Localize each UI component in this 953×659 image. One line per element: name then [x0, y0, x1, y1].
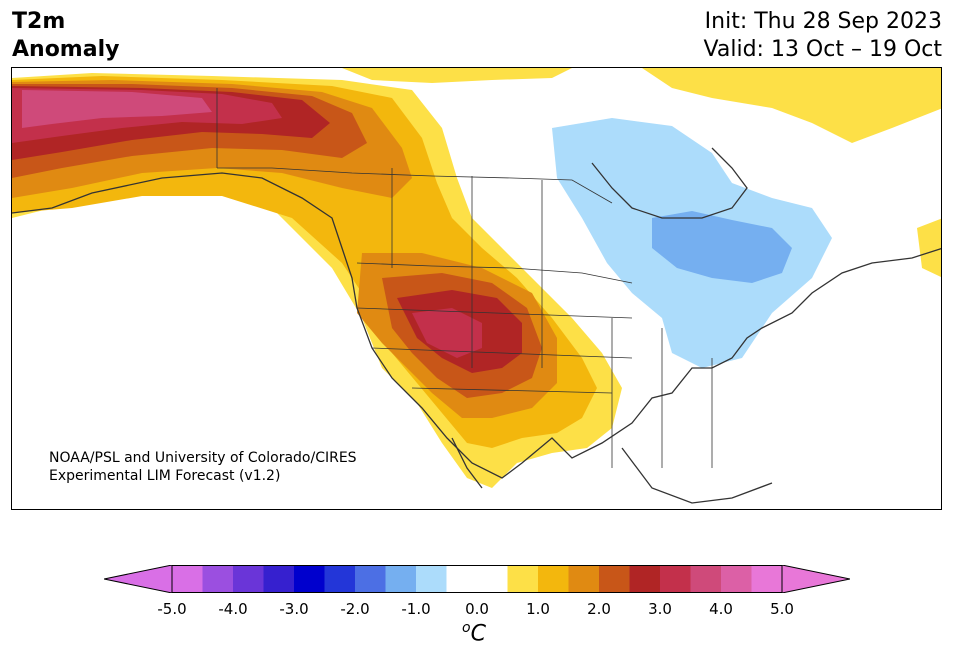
colorbar-tick-label: 0.0 [465, 600, 489, 618]
title-variable-line2: Anomaly [12, 37, 120, 62]
chart-title: T2m Anomaly [12, 8, 119, 64]
colorbar-tick-label: 5.0 [770, 600, 794, 618]
warm-region-arctic-north [342, 68, 572, 83]
warm-region-4c-plus [22, 90, 212, 128]
title-variable: T2m [12, 9, 66, 34]
degree-sign: o [462, 620, 471, 636]
colorbar-tick-label: -2.0 [340, 600, 370, 618]
anomaly-map [12, 68, 941, 504]
colorbar-min-arrow [104, 565, 173, 593]
colorbar-tick-label: -3.0 [279, 600, 309, 618]
colorbar-bin [568, 565, 600, 593]
colorbar-tick-label: 4.0 [709, 600, 733, 618]
colorbar [104, 565, 850, 593]
colorbar-bin [599, 565, 630, 593]
colorbar-bin [690, 565, 722, 593]
colorbar-bin [538, 565, 569, 593]
colorbar-bin [751, 565, 783, 593]
cold-region-1.5c [652, 211, 792, 283]
colorbar-tick-label: -4.0 [218, 600, 248, 618]
colorbar-bin [416, 565, 447, 593]
colorbar-tick-label: -1.0 [401, 600, 431, 618]
colorbar-unit: oC [462, 620, 486, 646]
credit-text: NOAA/PSL and University of Colorado/CIRE… [49, 449, 357, 485]
unit-label: C [470, 621, 486, 647]
colorbar-bin [660, 565, 691, 593]
colorbar-bin [629, 565, 661, 593]
colorbar-tick-label: 2.0 [587, 600, 611, 618]
colorbar-bin [355, 565, 386, 593]
colorbar-tick-label: 3.0 [648, 600, 672, 618]
colorbar-bin [446, 565, 478, 593]
colorbar-bin [477, 565, 508, 593]
borders [216, 88, 713, 468]
map-panel [11, 67, 942, 510]
colorbar-bin [721, 565, 752, 593]
coastlines [12, 147, 941, 504]
init-date: Init: Thu 28 Sep 2023 [704, 9, 942, 34]
colorbar-bin [233, 565, 264, 593]
colorbar-max-arrow [781, 565, 850, 593]
colorbar-bin [294, 565, 325, 593]
colorbar-bin [172, 565, 203, 593]
colorbar-tick-label: -5.0 [157, 600, 187, 618]
colorbar-bin [385, 565, 417, 593]
credit-line-1: NOAA/PSL and University of Colorado/CIRE… [49, 450, 357, 466]
valid-range: Valid: 13 Oct – 19 Oct [703, 37, 942, 62]
colorbar-frame [171, 565, 783, 593]
colorbar-bin [324, 565, 356, 593]
colorbar-bin [507, 565, 539, 593]
colorbar-bin [202, 565, 234, 593]
colorbar-tick-label: 1.0 [526, 600, 550, 618]
colorbar-bin [263, 565, 295, 593]
forecast-dates: Init: Thu 28 Sep 2023 Valid: 13 Oct – 19… [704, 8, 942, 64]
warm-region-arctic-east [642, 68, 941, 278]
credit-line-2: Experimental LIM Forecast (v1.2) [49, 468, 281, 484]
